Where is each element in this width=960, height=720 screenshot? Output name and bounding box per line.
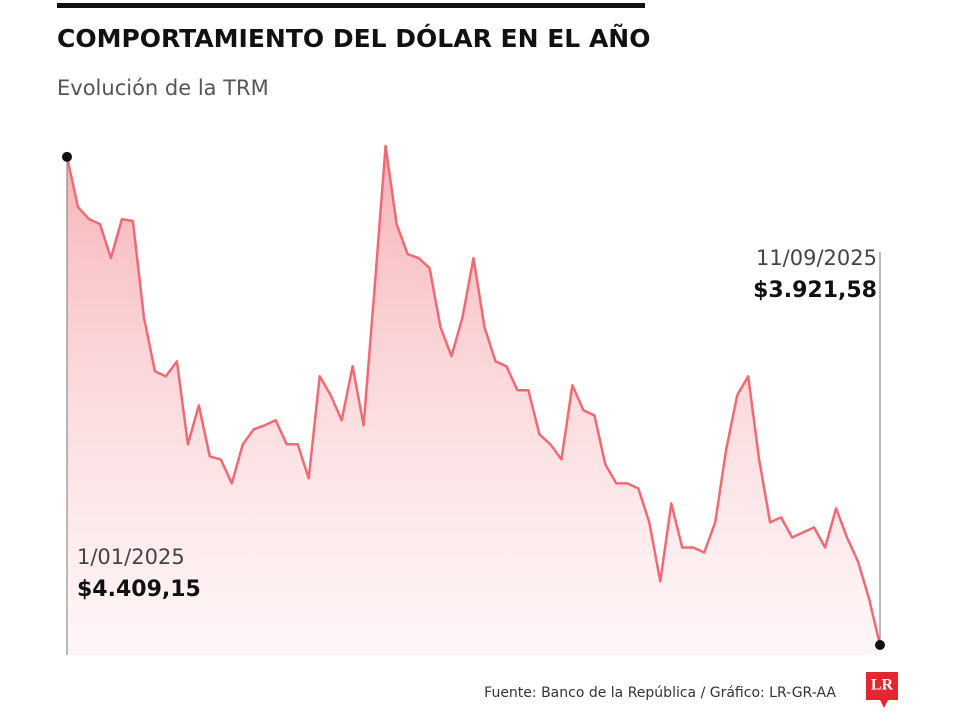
end-point	[875, 640, 885, 650]
top-rule	[57, 3, 645, 8]
value-label: $4.409,15	[77, 577, 201, 602]
chart-title: COMPORTAMIENTO DEL DÓLAR EN EL AÑO	[57, 23, 650, 53]
trm-line	[65, 144, 882, 646]
end-point	[62, 151, 72, 162]
date-label: 1/01/2025	[77, 545, 185, 569]
date-label: 11/09/2025	[756, 246, 877, 270]
value-label: $3.921,58	[753, 278, 877, 303]
source-note: Fuente: Banco de la República / Gráfico:…	[484, 685, 836, 701]
logo-text: LR	[871, 677, 894, 694]
chart-subtitle: Evolución de la TRM	[57, 76, 269, 100]
logo-badge	[866, 672, 898, 708]
logo: LR	[866, 672, 898, 708]
